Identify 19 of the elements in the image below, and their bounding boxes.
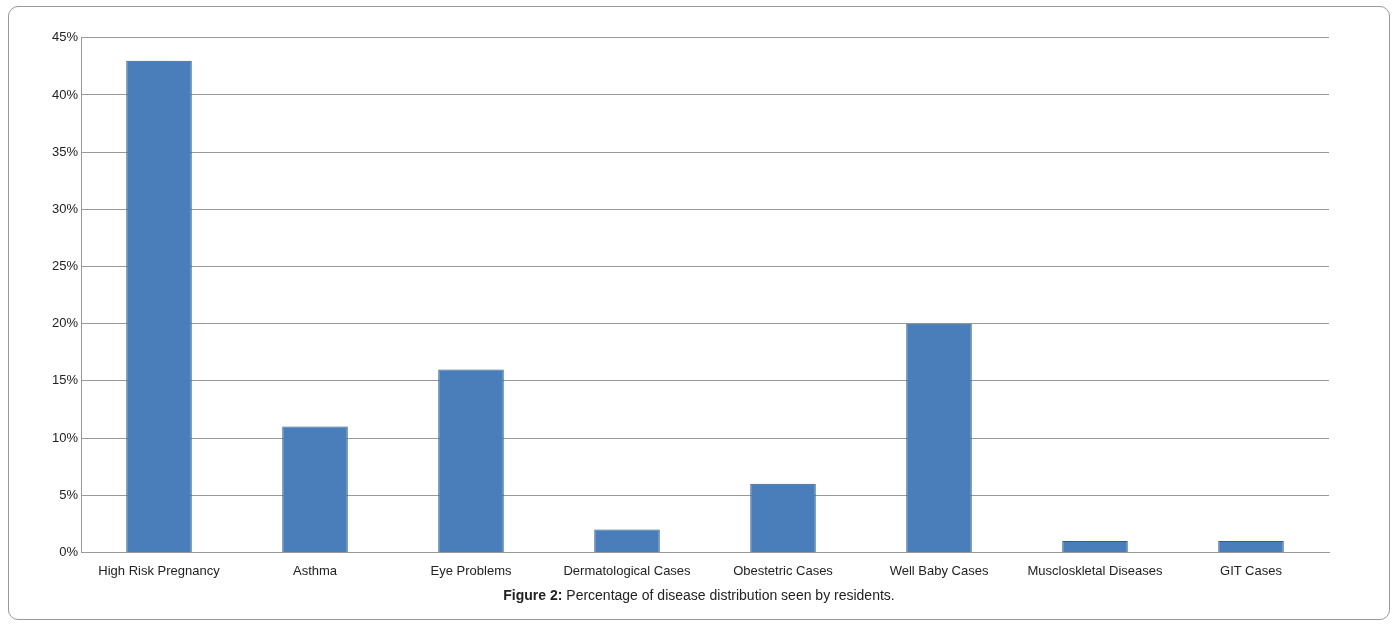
y-tick-label: 30%	[51, 200, 79, 216]
y-tick-label: 10%	[51, 429, 79, 445]
y-tick-label: 35%	[51, 143, 79, 159]
y-tick-label: 45%	[51, 29, 79, 45]
y-tick-label: 40%	[51, 86, 79, 102]
y-tick-label: 25%	[51, 258, 79, 274]
x-tick-label: Muscloskletal Diseases	[1027, 562, 1164, 578]
x-tick-label: Obestetric Cases	[733, 562, 834, 578]
x-tick-label: High Risk Pregnancy	[98, 562, 221, 578]
y-tick-label: 20%	[51, 315, 79, 331]
y-tick-label: 0%	[59, 543, 79, 559]
x-tick-label: Well Baby Cases	[889, 562, 989, 578]
x-tick-label: GIT Cases	[1220, 562, 1283, 578]
x-tick-label: Dermatological Cases	[563, 562, 692, 578]
y-tick-label: 5%	[59, 486, 79, 502]
x-tick-label: Eye Problems	[430, 562, 512, 578]
y-tick-label: 15%	[51, 372, 79, 388]
caption: Figure 2: Percentage of disease distribution seen by residents.	[502, 587, 896, 603]
x-tick-label: Asthma	[292, 562, 338, 578]
